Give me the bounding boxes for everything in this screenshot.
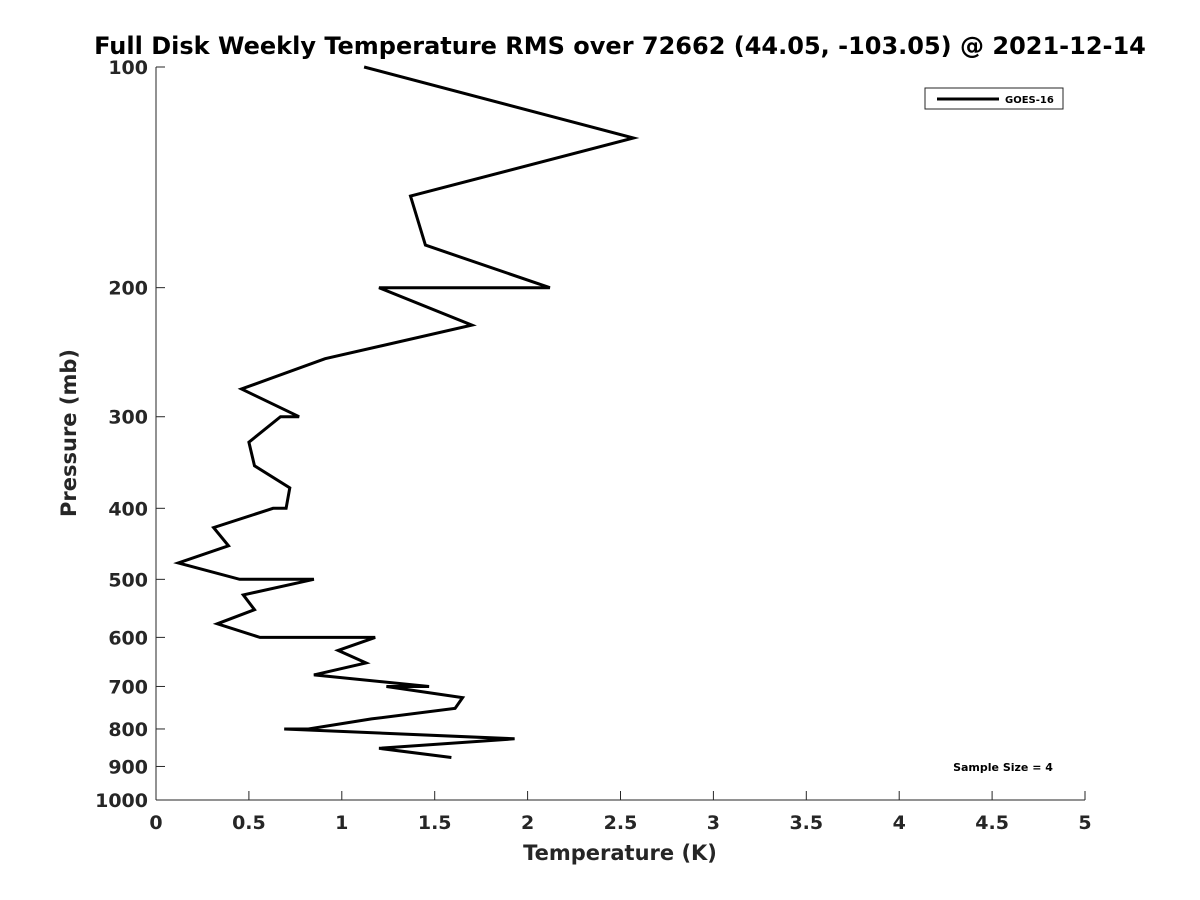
x-tick-label: 0.5 (232, 812, 266, 834)
y-tick-label: 400 (108, 498, 148, 520)
x-tick-label: 4 (893, 812, 906, 834)
x-tick-label: 2.5 (604, 812, 638, 834)
legend-label-goes-16: GOES-16 (1005, 95, 1054, 106)
x-tick-label: 4.5 (975, 812, 1009, 834)
y-tick-label: 300 (108, 407, 148, 429)
y-axis-label: Pressure (mb) (57, 349, 81, 517)
legend: GOES-16 (924, 87, 1064, 110)
x-axis-ticks: 0 0.5 1 1.5 2 2.5 3 3.5 4 4.5 5 (149, 791, 1092, 834)
chart-title: Full Disk Weekly Temperature RMS over 72… (94, 32, 1146, 60)
y-tick-label: 100 (108, 57, 148, 79)
y-tick-label: 500 (108, 569, 148, 591)
x-tick-label: 3 (707, 812, 720, 834)
y-tick-label: 700 (108, 676, 148, 698)
x-tick-label: 1 (335, 812, 348, 834)
y-tick-label: 1000 (95, 790, 148, 812)
x-tick-label: 0 (149, 812, 162, 834)
series-line-0 (173, 65, 640, 759)
y-tick-label: 800 (108, 719, 148, 741)
y-axis-ticks: 100 200 300 400 500 600 700 800 900 1000 (95, 57, 165, 812)
sample-size-annotation: Sample Size = 4 (953, 761, 1053, 774)
x-tick-label: 3.5 (789, 812, 823, 834)
y-tick-label: 900 (108, 756, 148, 778)
series-group (173, 65, 640, 759)
x-axis-label: Temperature (K) (523, 841, 717, 865)
x-tick-label: 5 (1078, 812, 1091, 834)
axes (155, 67, 1085, 801)
x-tick-label: 1.5 (418, 812, 452, 834)
y-tick-label: 200 (108, 278, 148, 300)
x-tick-label: 2 (521, 812, 534, 834)
y-tick-label: 600 (108, 627, 148, 649)
